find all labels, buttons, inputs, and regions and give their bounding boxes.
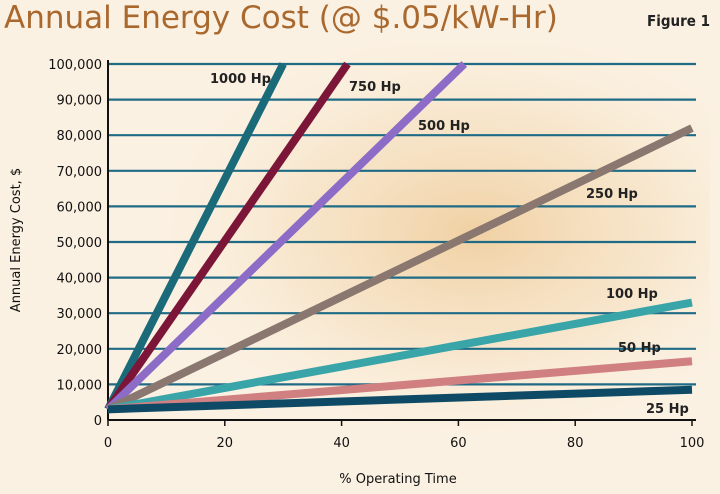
y-tick-label: 10,000 (57, 378, 103, 393)
x-axis-label: % Operating Time (339, 472, 456, 487)
y-tick-label: 90,000 (57, 94, 103, 109)
y-axis-label: Annual Energy Cost, $ (9, 168, 24, 312)
y-tick-label: 50,000 (57, 236, 103, 251)
series-line-1000-hp (104, 62, 287, 412)
series-line-750-hp (104, 61, 351, 412)
y-tick-label: 70,000 (57, 165, 103, 180)
x-tick-label: 80 (567, 436, 584, 451)
y-tick-label: 0 (94, 414, 102, 429)
series-line-100-hp (107, 298, 693, 414)
y-tick-label: 100,000 (48, 58, 102, 73)
series-label-100-hp: 100 Hp (606, 287, 658, 302)
y-tick-label: 20,000 (57, 343, 103, 358)
series-label-250-hp: 250 Hp (586, 187, 638, 202)
chart-title: Annual Energy Cost (@ $.05/kW-Hr) (4, 0, 558, 36)
figure-label: Figure 1 (646, 12, 710, 30)
series-label-25-hp: 25 Hp (646, 402, 689, 417)
y-tick-label: 30,000 (57, 307, 103, 322)
x-tick-label: 100 (680, 436, 705, 451)
y-tick-label: 40,000 (57, 272, 103, 287)
series-line-250-hp (106, 124, 694, 413)
series-line-50-hp (107, 357, 693, 414)
y-tick-label: 80,000 (57, 129, 103, 144)
x-tick-label: 60 (450, 436, 467, 451)
x-tick-label: 40 (333, 436, 350, 451)
series-line-500-hp (105, 61, 468, 413)
series-line-25-hp (107, 385, 693, 414)
series-label-1000-hp: 1000 Hp (210, 72, 271, 87)
x-tick-label: 20 (217, 436, 234, 451)
series-label-750-hp: 750 Hp (349, 80, 401, 95)
x-tick-label: 0 (104, 436, 112, 451)
series-label-500-hp: 500 Hp (418, 119, 470, 134)
series-label-50-hp: 50 Hp (618, 341, 661, 356)
y-tick-label: 60,000 (57, 200, 103, 215)
